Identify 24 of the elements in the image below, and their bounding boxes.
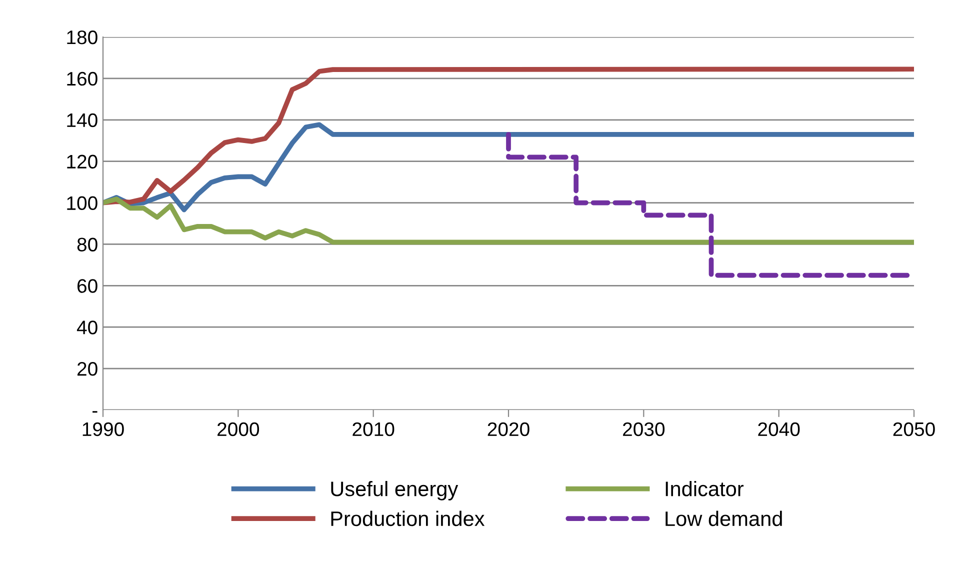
y-tick-label: 120 xyxy=(67,154,98,169)
line-series xyxy=(103,122,914,212)
y-tick-label: 180 xyxy=(67,30,98,44)
line-series xyxy=(103,66,914,206)
x-tick-label: 2010 xyxy=(352,422,394,436)
x-tick-label: 2000 xyxy=(218,422,260,436)
x-tick-label: 2040 xyxy=(758,422,800,436)
legend-label: Low demand xyxy=(666,510,782,526)
y-tick-label: 60 xyxy=(78,279,98,293)
x-tick-label: 2030 xyxy=(623,422,665,436)
x-tick-label: 1990 xyxy=(82,422,124,436)
y-tick-label: 100 xyxy=(67,196,98,210)
x-tick-label: 2050 xyxy=(893,422,935,436)
x-tick-label: 2020 xyxy=(488,422,530,436)
legend-label: Production index xyxy=(331,510,485,526)
y-tick-label: 140 xyxy=(67,113,98,128)
y-tick-label: 80 xyxy=(77,238,98,252)
legend-label: Indicator xyxy=(666,480,744,496)
legend-label: Useful energy xyxy=(331,480,458,500)
line-series xyxy=(103,196,914,245)
y-tick-label: 40 xyxy=(76,320,98,334)
y-tick-label: - xyxy=(92,411,98,413)
y-tick-label: 160 xyxy=(67,72,98,86)
y-tick-label: 20 xyxy=(77,362,98,376)
